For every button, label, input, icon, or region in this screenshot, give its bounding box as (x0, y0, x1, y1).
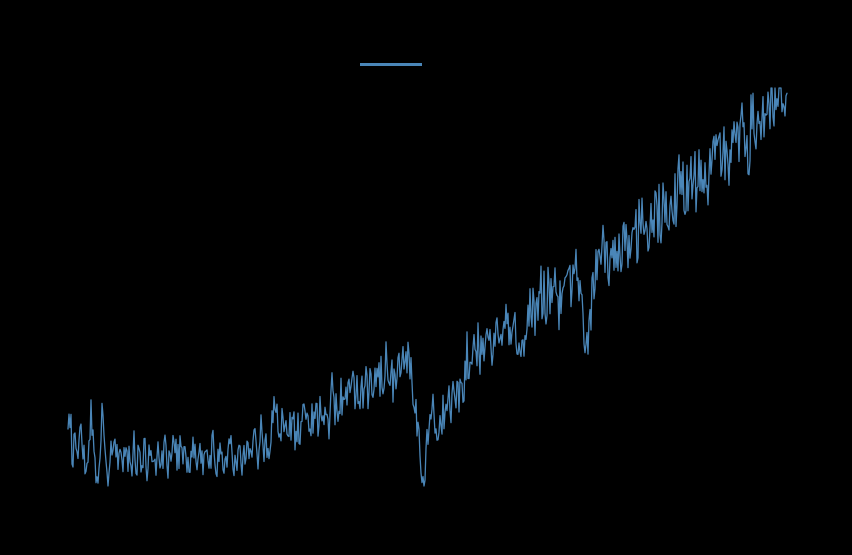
series-group (67, 87, 788, 487)
data-line-series-0 (67, 87, 788, 487)
legend-line-swatch (360, 62, 422, 66)
legend (360, 52, 428, 76)
